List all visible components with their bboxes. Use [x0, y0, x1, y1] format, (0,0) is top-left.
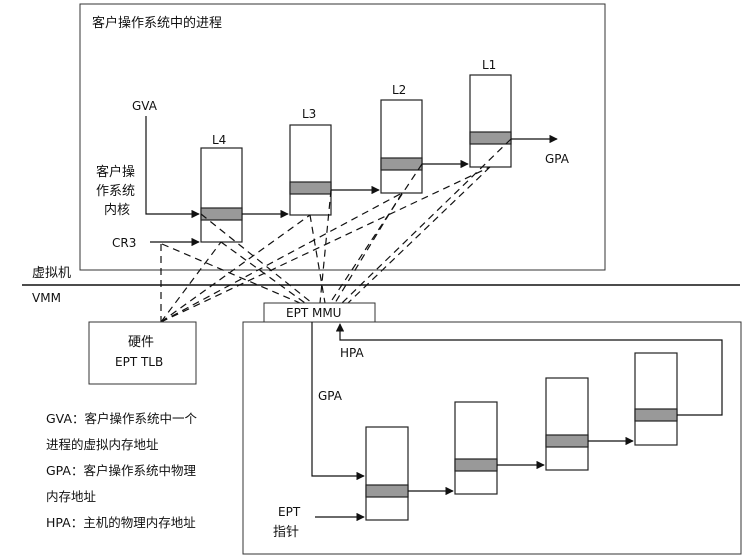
ept-table-2 [454, 401, 498, 495]
guest-kernel-line-2: 作系统 [96, 184, 135, 199]
guest-process-title: 客户操作系统中的进程 [92, 15, 222, 31]
legend-line-2: 进程的虚拟内存地址 [46, 437, 159, 452]
ept-tlb-line-2: EPT TLB [115, 355, 163, 369]
guest-process-box [79, 3, 606, 271]
ept-mmu-box [263, 302, 376, 323]
vmm-label: VMM [32, 291, 61, 305]
guest-kernel-line-3: 内核 [104, 202, 130, 218]
gpa-in-label: GPA [318, 389, 343, 403]
gpa-in-arrow [311, 322, 365, 481]
ept-tlb-box [88, 321, 197, 385]
host-box [242, 321, 742, 555]
ept-table-1 [365, 426, 409, 521]
legend-line-5: HPA：主机的物理内存地址 [46, 515, 196, 530]
ept-table-3 [545, 377, 589, 471]
ept-tlb-line-1: 硬件 [128, 335, 154, 350]
guest-table-l3-label: L3 [302, 107, 316, 121]
cr3-label: CR3 [112, 236, 136, 250]
guest-table-l3: L3 [289, 107, 332, 216]
ept-mmu-label: EPT MMU [286, 306, 341, 320]
mmu-dashed-lines [161, 138, 512, 304]
legend-line-4: 内存地址 [46, 489, 97, 504]
ept-pointer-line-1: EPT [278, 505, 301, 519]
guest-table-l2-label: L2 [392, 83, 406, 97]
gpa-out-label: GPA [545, 152, 570, 166]
guest-table-l4-label: L4 [212, 133, 226, 147]
guest-kernel-line-1: 客户操 [96, 164, 135, 180]
hpa-label: HPA [340, 346, 364, 360]
guest-table-l1: L1 [469, 58, 512, 168]
vm-label: 虚拟机 [32, 266, 71, 281]
gva-arrow [145, 116, 200, 219]
legend-line-3: GPA：客户操作系统中物理 [46, 463, 196, 478]
guest-table-l1-label: L1 [482, 58, 496, 72]
legend: GVA：客户操作系统中一个 进程的虚拟内存地址 GPA：客户操作系统中物理 内存… [46, 406, 246, 536]
guest-table-l2: L2 [380, 83, 423, 194]
ept-pointer-line-2: 指针 [273, 525, 299, 540]
legend-line-1: GVA：客户操作系统中一个 [46, 411, 197, 426]
guest-table-l4: L4 [200, 133, 243, 243]
hpa-return-arrow [335, 323, 723, 416]
gva-label: GVA [132, 99, 158, 113]
ept-table-4 [634, 352, 678, 446]
